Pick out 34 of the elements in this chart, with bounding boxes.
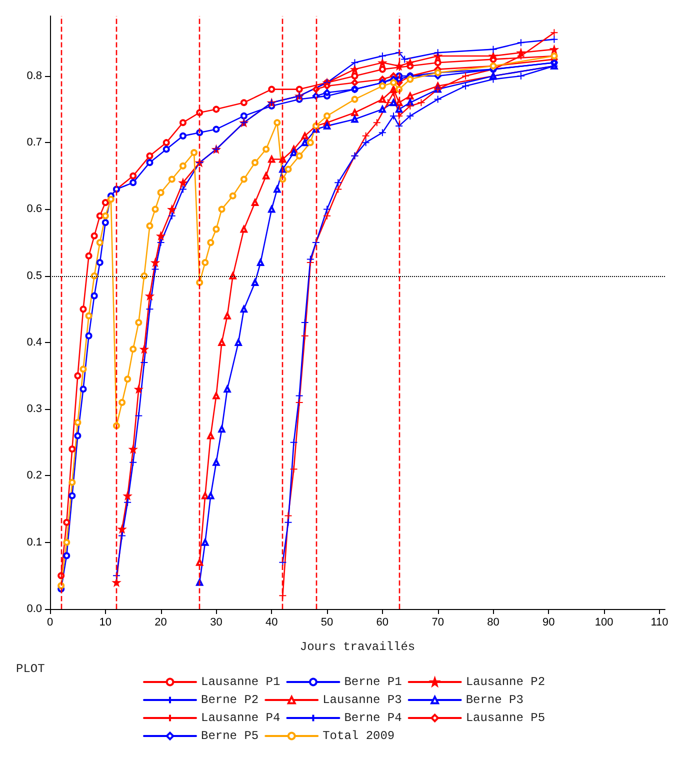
y-tick-label: 0.7 (26, 136, 42, 149)
x-tick-label: 10 (99, 616, 112, 628)
x-tick-label: 0 (46, 616, 54, 628)
legend-label: Berne P5 (201, 729, 259, 743)
x-tick-label: 110 (650, 616, 668, 628)
x-tick-label: 90 (542, 616, 555, 628)
x-tick-label: 60 (376, 616, 389, 628)
y-tick-label: 0.0 (26, 603, 42, 615)
legend-label: Berne P1 (344, 675, 402, 689)
x-tick-label: 100 (594, 616, 614, 628)
x-tick-label: 50 (320, 616, 334, 628)
legend-title: PLOT (16, 662, 45, 676)
y-tick-label: 0.4 (26, 336, 42, 348)
x-tick-label: 40 (265, 616, 278, 628)
y-tick-label: 0.5 (26, 270, 42, 282)
legend-label: Lausanne P5 (466, 711, 546, 725)
legend-label: Lausanne P3 (322, 693, 402, 707)
y-tick-label: 0.8 (26, 70, 42, 82)
x-tick-label: 70 (432, 616, 444, 628)
legend-label: Lausanne P4 (201, 711, 280, 725)
legend-label: Lausanne P2 (466, 675, 546, 689)
x-tick-label: 20 (154, 616, 167, 628)
legend-label: Berne P4 (344, 711, 402, 725)
y-tick-label: 0.1 (26, 536, 42, 548)
y-tick-label: 0.6 (26, 203, 42, 216)
legend-label: Total 2009 (322, 729, 395, 743)
legend-label: Lausanne P1 (201, 675, 280, 689)
legend-label: Berne P3 (466, 693, 524, 707)
y-tick-label: 0.2 (26, 470, 42, 482)
x-tick-label: 30 (210, 616, 222, 628)
y-tick-label: 0.3 (26, 403, 42, 416)
legend-label: Berne P2 (201, 693, 259, 707)
x-tick-label: 80 (487, 616, 500, 628)
x-axis-title: Jours travaillés (300, 640, 416, 654)
